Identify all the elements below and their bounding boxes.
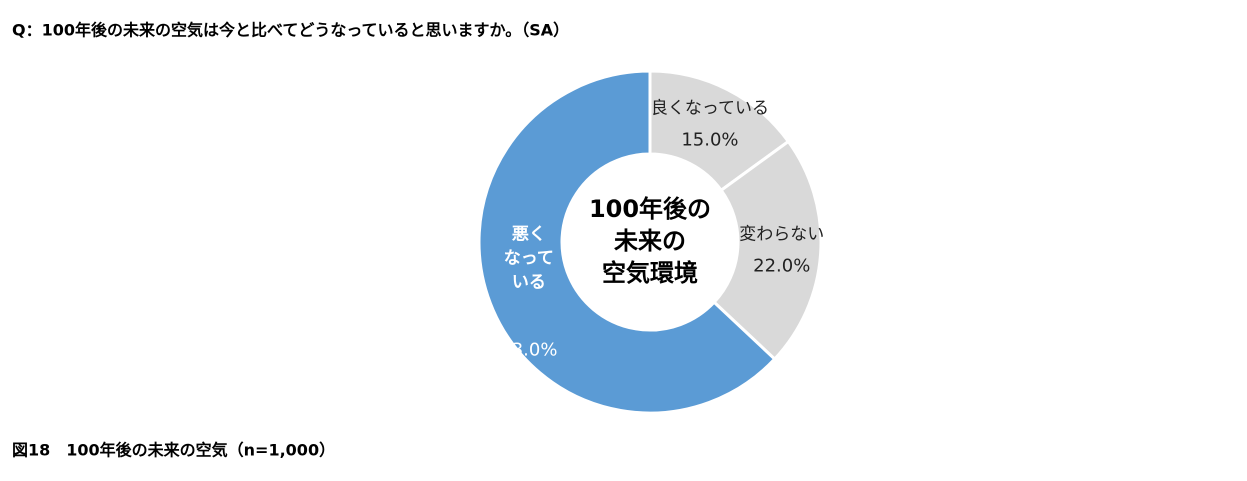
center-label: 100年後の未来の空気環境 bbox=[589, 195, 711, 287]
chart-title: Q：100年後の未来の空気は今と比べてどうなっていると思いますか。（SA） bbox=[12, 21, 569, 40]
donut-slice bbox=[477, 69, 777, 415]
slice-label: 悪くなっている bbox=[504, 224, 554, 292]
donut-slice bbox=[712, 139, 823, 362]
slice-label: 変わらない bbox=[739, 224, 824, 244]
slice-label: 良くなっている bbox=[651, 98, 769, 118]
caption: 図18 100年後の未来の空気（n=1,000） bbox=[12, 441, 335, 460]
value-label: 15.0% bbox=[681, 129, 738, 150]
value-label: 63.0% bbox=[500, 339, 557, 360]
value-label: 22.0% bbox=[753, 255, 810, 276]
